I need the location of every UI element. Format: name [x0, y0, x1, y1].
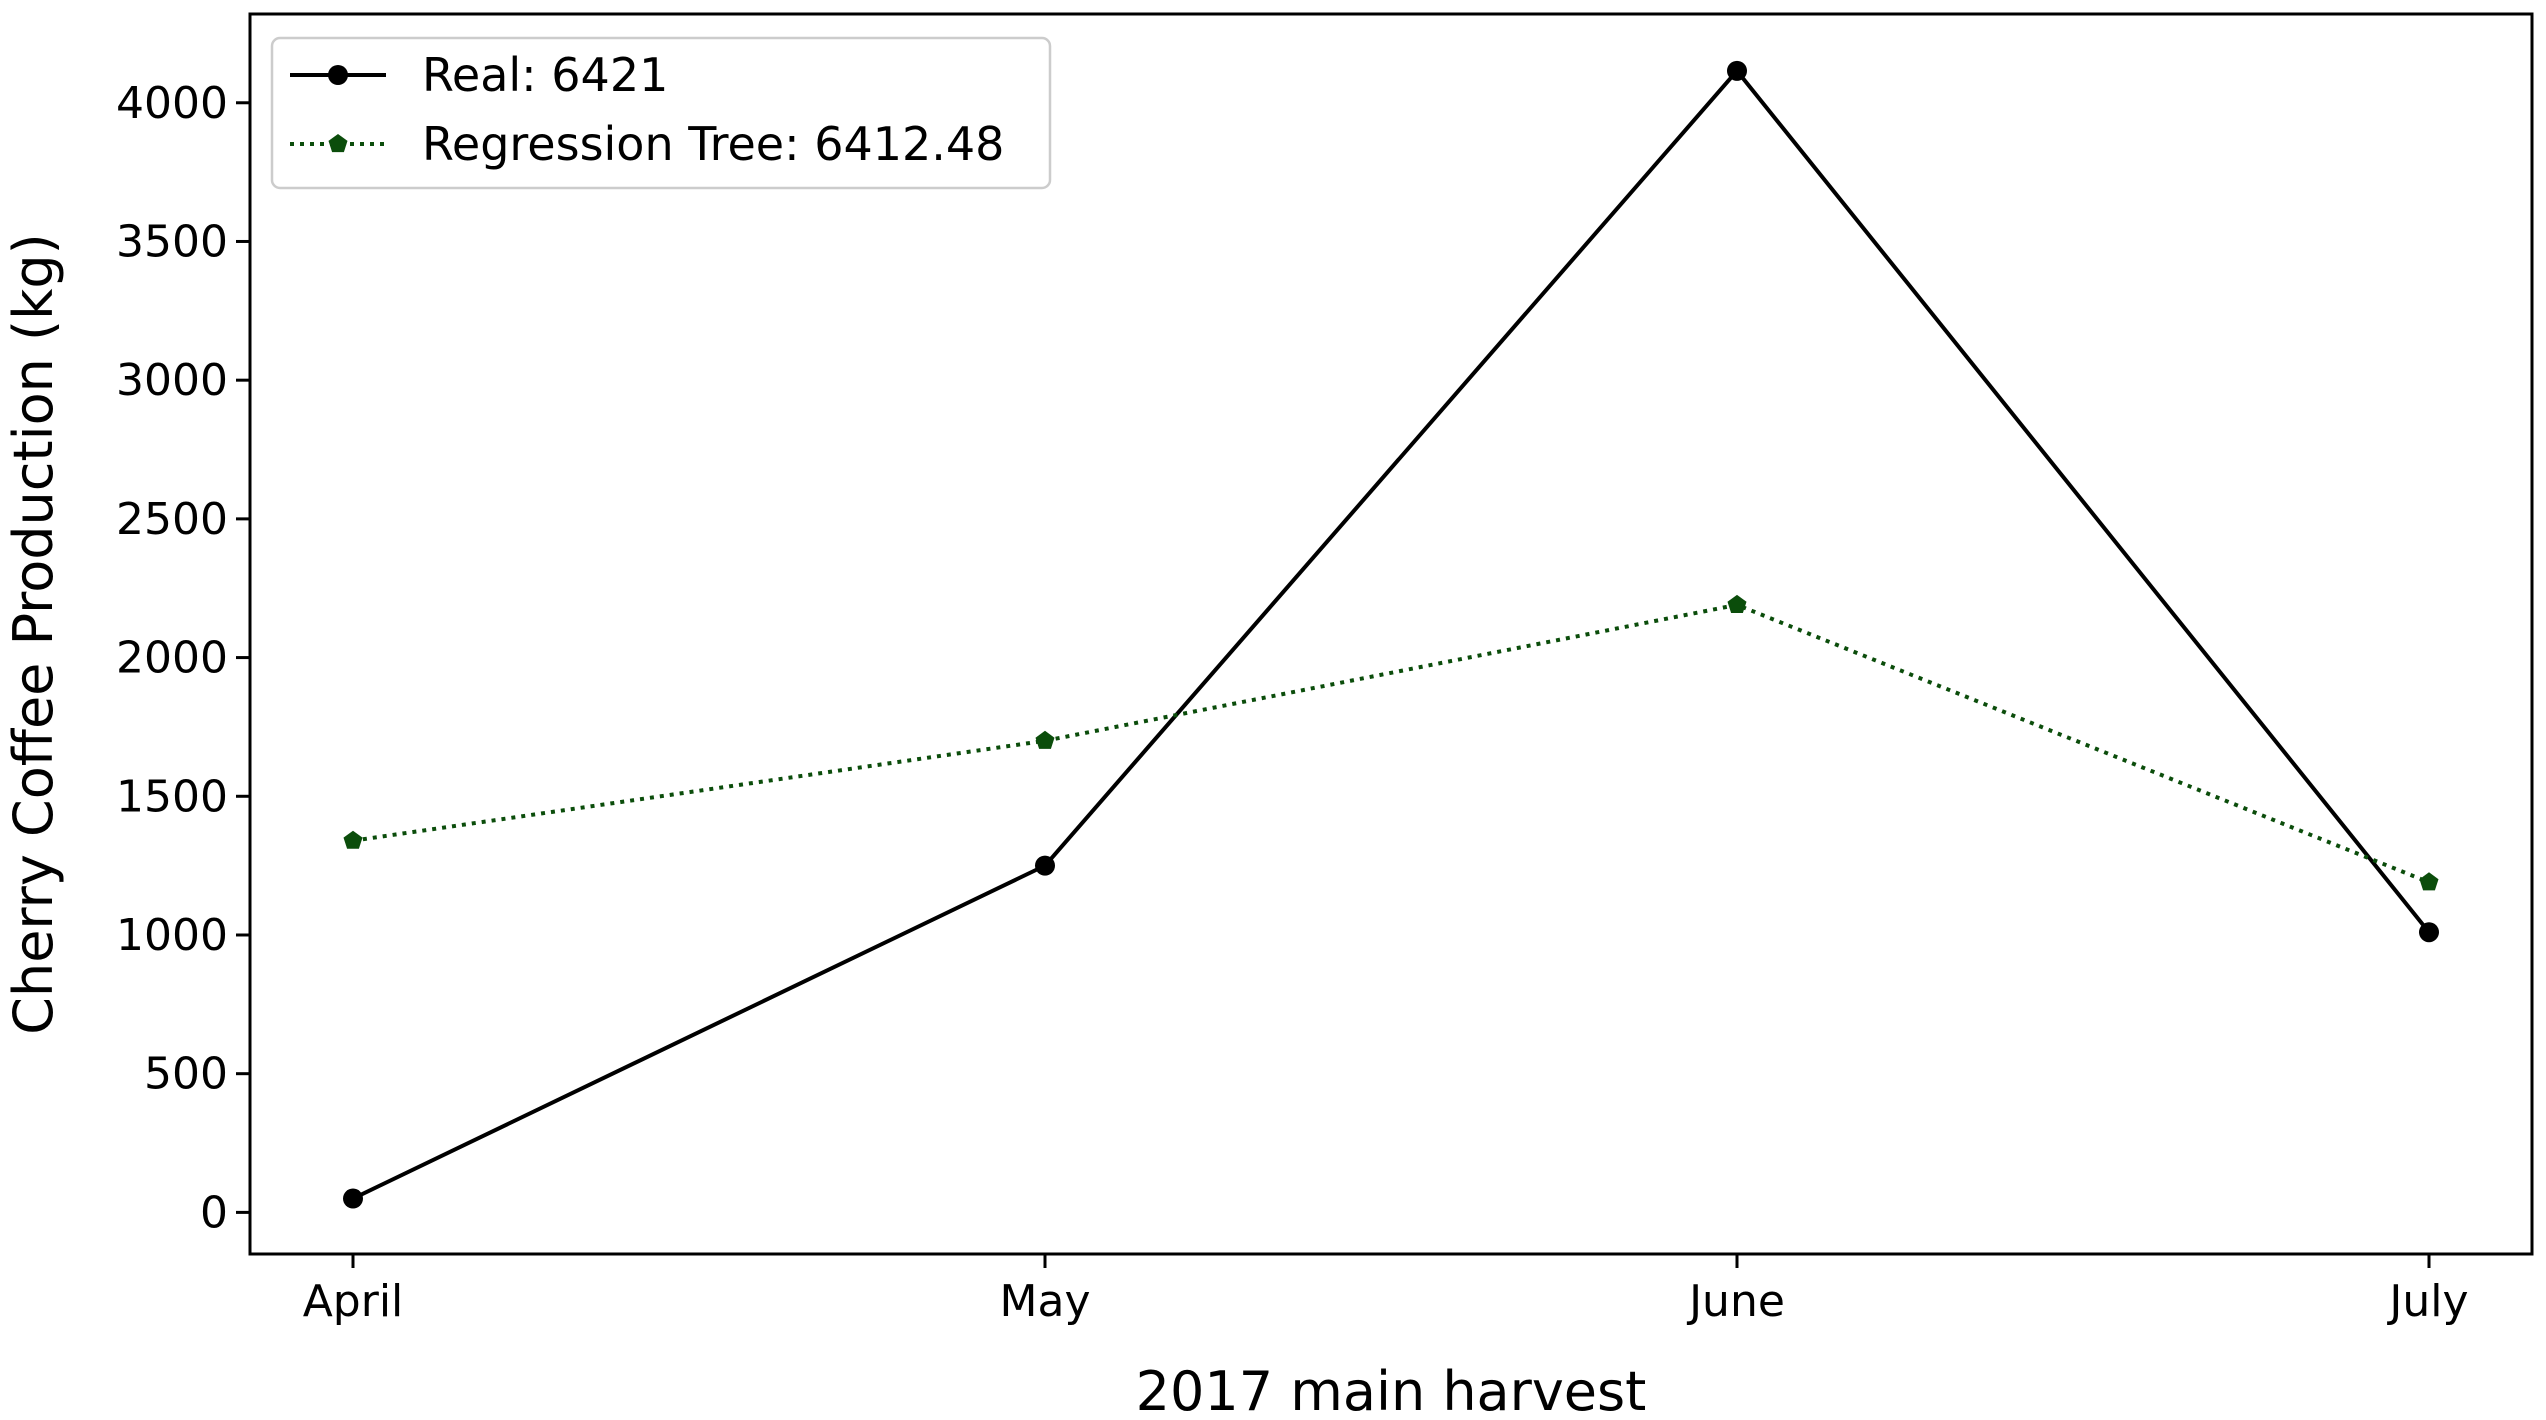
legend-marker-real: [328, 65, 348, 85]
data-point-real-6421: [2419, 922, 2439, 943]
x-axis-label: 2017 main harvest: [1136, 1360, 1647, 1420]
y-tick-label: 4000: [116, 78, 228, 129]
legend-label-real: Real: 6421: [422, 48, 668, 102]
data-point-regression-tree: [343, 830, 363, 849]
y-tick-label: 500: [144, 1049, 228, 1100]
data-point-real-6421: [1035, 855, 1055, 876]
y-tick-label: 2000: [116, 633, 228, 684]
y-tick-label: 0: [200, 1187, 228, 1238]
legend: Real: 6421 Regression Tree: 6412.48: [270, 36, 1052, 190]
legend-entry-real: Real: 6421: [290, 48, 668, 102]
x-tick-label: July: [2386, 1276, 2468, 1327]
x-tick-label: June: [1686, 1276, 1785, 1327]
data-point-real-6421: [343, 1188, 363, 1209]
y-tick-label: 2500: [116, 494, 228, 545]
legend-marker-regression-tree: [328, 134, 348, 153]
x-tick-label: April: [303, 1276, 404, 1327]
series-line-real-6421: [352, 68, 2431, 1201]
series-real-6421: [343, 60, 2439, 1209]
data-point-regression-tree: [2419, 872, 2439, 891]
plot-frame: [248, 12, 2534, 1256]
y-tick-label: 3500: [116, 216, 228, 267]
y-axis-label: Cherry Coffee Production (kg): [2, 233, 65, 1034]
y-tick-label: 1000: [116, 910, 228, 961]
y-tick-label: 1500: [116, 771, 228, 822]
y-tick-label: 3000: [116, 355, 228, 406]
data-point-real-6421: [1727, 60, 1747, 81]
data-point-regression-tree: [1727, 594, 1747, 613]
legend-label-regression-tree: Regression Tree: 6412.48: [422, 117, 1004, 171]
legend-box: [270, 36, 1052, 190]
legend-entry-regression-tree: Regression Tree: 6412.48: [290, 117, 1004, 171]
series-regression-tree: [343, 594, 2439, 891]
data-point-regression-tree: [1035, 730, 1055, 749]
series-line-regression-tree: [352, 602, 2430, 885]
x-tick-label: May: [1000, 1276, 1091, 1327]
